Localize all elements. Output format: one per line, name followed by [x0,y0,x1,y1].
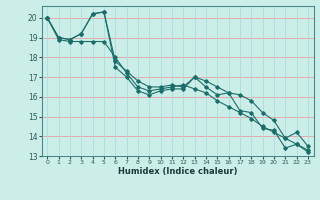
X-axis label: Humidex (Indice chaleur): Humidex (Indice chaleur) [118,167,237,176]
